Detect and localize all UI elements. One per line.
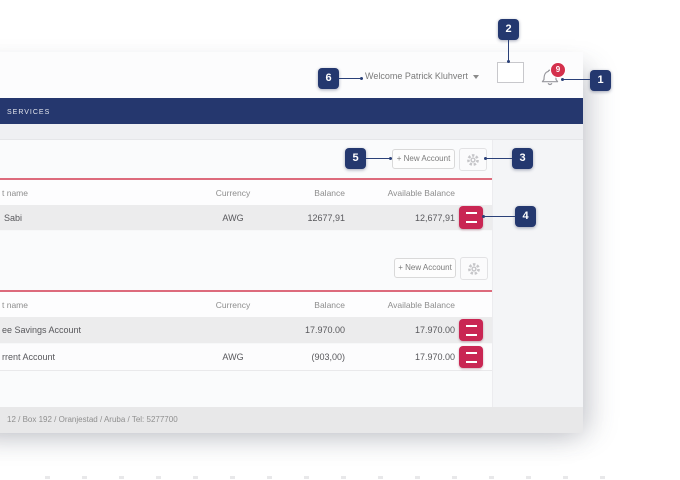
row-actions-button[interactable] — [459, 346, 483, 368]
col-balance: Balance — [314, 187, 345, 198]
welcome-user-label: Welcome Patrick Kluhvert — [365, 71, 468, 81]
gear-icon — [467, 153, 479, 166]
row-actions-button[interactable] — [459, 206, 483, 229]
col-currency: Currency — [215, 299, 251, 310]
annotation-line-4 — [484, 216, 515, 217]
header-bar — [0, 52, 583, 98]
annotation-line-5 — [366, 158, 392, 159]
row-menu-icon — [465, 351, 477, 363]
annotation-line-2 — [508, 40, 509, 62]
col-currency: Currency — [215, 187, 251, 198]
table-header-row: t name Currency Balance Available Balanc… — [0, 292, 492, 318]
annotation-dot-4 — [482, 215, 485, 218]
gear-icon — [468, 262, 480, 275]
cell-currency: AWG — [222, 212, 244, 223]
nav-item-services[interactable]: SERVICES — [7, 109, 51, 116]
flag-placeholder-box[interactable] — [497, 62, 524, 83]
row-menu-icon — [465, 324, 477, 336]
cell-balance: 12677,91 — [307, 212, 345, 223]
new-account-button[interactable]: + New Account — [394, 258, 456, 278]
cell-account-name: ee Savings Account — [2, 325, 82, 335]
col-balance: Balance — [314, 299, 345, 310]
annotation-dot-5 — [389, 157, 392, 160]
annotation-dot-3 — [484, 157, 487, 160]
welcome-user-dropdown[interactable]: Welcome Patrick Kluhvert — [365, 71, 479, 81]
cell-account-name: Sabi — [4, 212, 23, 223]
cell-available-balance: 17.970.00 — [414, 352, 455, 362]
subheader-strip — [0, 124, 583, 140]
annotation-line-1 — [563, 79, 590, 80]
annotation-callout-1: 1 — [590, 70, 611, 91]
cell-currency — [203, 317, 263, 343]
new-account-button[interactable]: + New Account — [392, 149, 455, 169]
cell-available-balance: 12,677,91 — [414, 212, 455, 223]
row-actions-button[interactable] — [459, 319, 483, 341]
annotation-callout-3: 3 — [512, 148, 533, 169]
table-header-row: t name Currency Balance Available Balanc… — [0, 180, 492, 206]
annotation-callout-6: 6 — [318, 68, 339, 89]
col-account-name: t name — [2, 187, 28, 198]
notification-badge: 9 — [550, 62, 566, 78]
table-row: ee Savings Account 17.970.00 17.970.00 — [0, 317, 492, 344]
table-row: rrent Account AWG (903,00) 17.970.00 — [0, 344, 492, 371]
cell-account-name: rrent Account — [2, 352, 56, 362]
col-available-balance: Available Balance — [387, 299, 455, 310]
settings-gear-button[interactable] — [459, 148, 487, 171]
cell-balance: 17.970.00 — [304, 325, 345, 335]
cell-balance: (903,00) — [311, 352, 345, 362]
cell-currency: AWG — [222, 352, 244, 362]
annotation-line-3 — [486, 158, 512, 159]
footer-bar — [0, 407, 583, 433]
annotation-callout-4: 4 — [515, 206, 536, 227]
col-available-balance: Available Balance — [387, 187, 455, 198]
annotation-dot-2 — [507, 60, 510, 63]
table-accent-border — [0, 178, 492, 180]
cropped-caption-fragment — [45, 476, 635, 479]
main-navbar — [0, 98, 583, 124]
col-account-name: t name — [2, 299, 28, 310]
annotation-dot-1 — [561, 78, 564, 81]
settings-gear-button[interactable] — [460, 257, 488, 280]
table-row: Sabi AWG 12677,91 12,677,91 — [0, 205, 492, 231]
annotation-callout-2: 2 — [498, 19, 519, 40]
annotation-callout-5: 5 — [345, 148, 366, 169]
annotation-dot-6 — [360, 77, 363, 80]
table-accent-border — [0, 290, 492, 292]
annotation-line-6 — [339, 78, 363, 79]
footer-text: 12 / Box 192 / Oranjestad / Aruba / Tel:… — [7, 415, 178, 424]
row-menu-icon — [465, 212, 477, 223]
cell-available-balance: 17.970.00 — [414, 325, 455, 335]
chevron-down-icon — [472, 74, 479, 79]
